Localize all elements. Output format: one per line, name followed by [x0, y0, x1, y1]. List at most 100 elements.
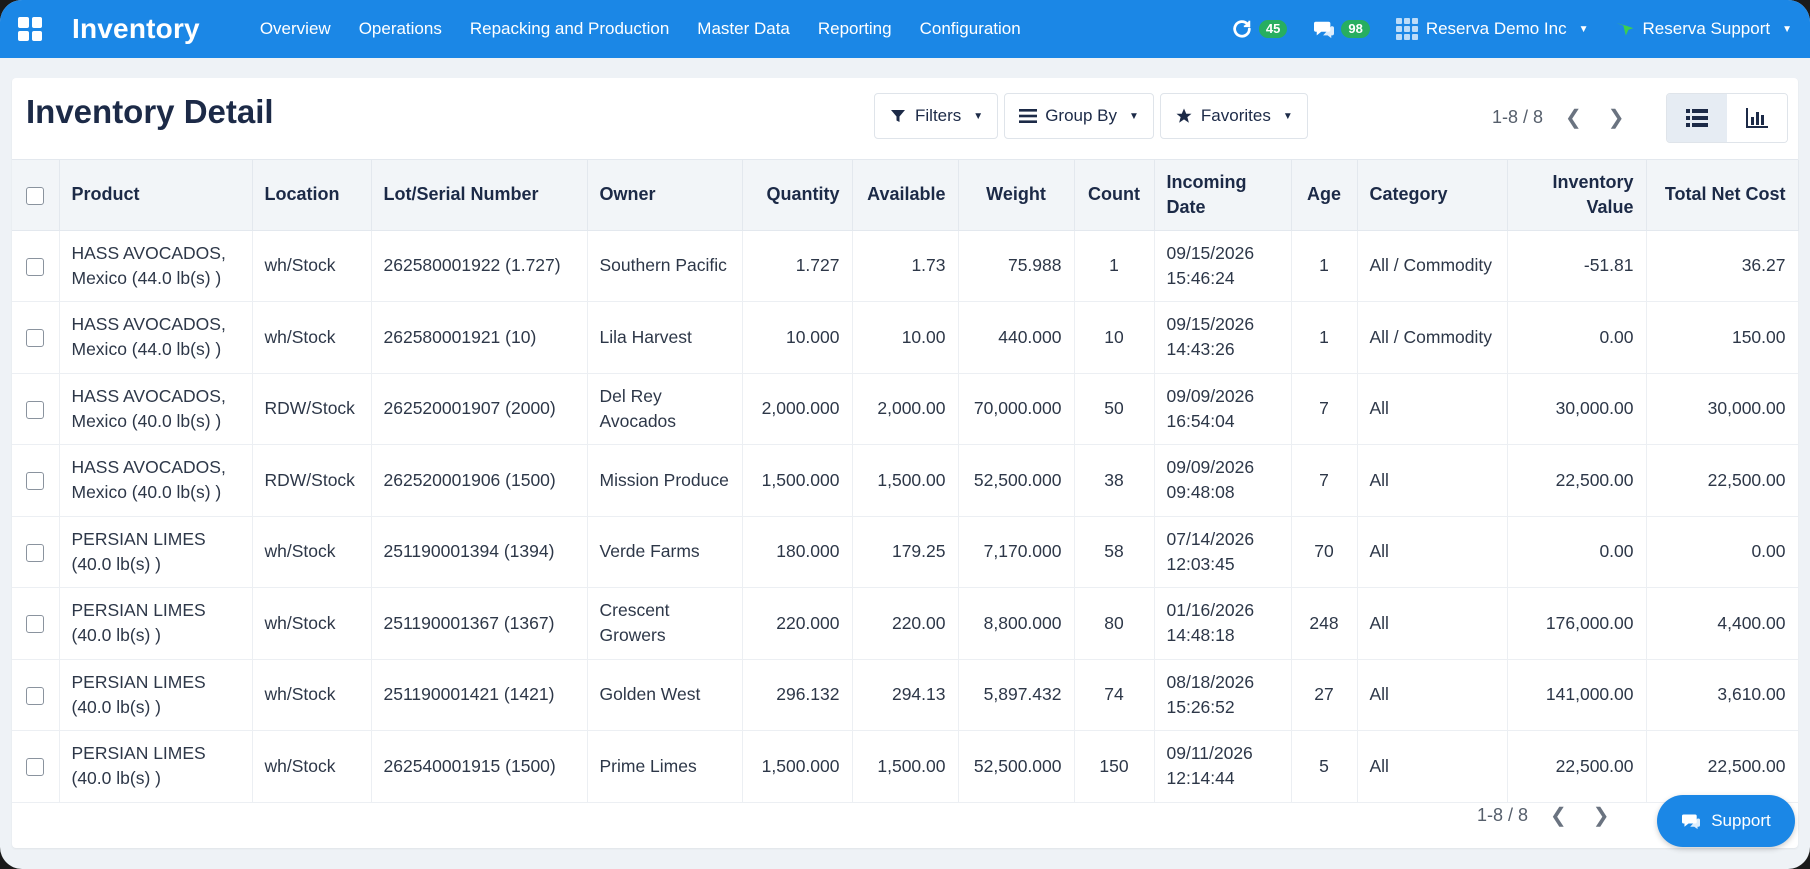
- cell-inv-value: -51.81: [1507, 230, 1647, 302]
- cell-owner: Golden West: [587, 659, 743, 731]
- row-select-cell: [12, 516, 60, 588]
- row-select-cell: [12, 373, 60, 445]
- chevron-down-icon: ▼: [1282, 110, 1293, 122]
- col-header[interactable]: Product: [59, 160, 253, 231]
- cell-category: All / Commodity: [1357, 230, 1508, 302]
- cell-date: 09/11/2026 12:14:44: [1154, 730, 1292, 803]
- pager-next-icon[interactable]: ❯: [1607, 107, 1625, 129]
- activity-badge: 45: [1258, 20, 1288, 38]
- row-checkbox[interactable]: [26, 472, 45, 491]
- cell-product: PERSIAN LIMES (40.0 lb(s) ): [59, 730, 253, 803]
- cell-lot: 251190001367 (1367): [371, 587, 588, 660]
- cell-net-cost: 30,000.00: [1646, 373, 1799, 445]
- row-checkbox[interactable]: [26, 758, 45, 777]
- col-header[interactable]: Inventory Value: [1507, 160, 1647, 231]
- row-checkbox[interactable]: [26, 615, 45, 634]
- pager-value[interactable]: 1-8 / 8: [1477, 805, 1529, 825]
- col-header[interactable]: Count: [1074, 160, 1155, 231]
- cell-product: HASS AVOCADOS, Mexico (40.0 lb(s) ): [59, 373, 253, 445]
- col-header[interactable]: Owner: [587, 160, 743, 231]
- cell-date: 07/14/2026 12:03:45: [1154, 516, 1292, 588]
- table-row[interactable]: PERSIAN LIMES (40.0 lb(s) ) wh/Stock 25119…: [12, 516, 1799, 588]
- table-row[interactable]: PERSIAN LIMES (40.0 lb(s) ) wh/Stock 25119…: [12, 587, 1799, 660]
- main-menu: Overview Operations Repacking and Producti…: [246, 19, 1035, 39]
- table-row[interactable]: HASS AVOCADOS, Mexico (40.0 lb(s) ) RDW/S…: [12, 444, 1799, 517]
- company-switcher[interactable]: Reserva Demo Inc ▼: [1395, 18, 1589, 40]
- pager-previous-icon[interactable]: ❮: [1565, 107, 1582, 129]
- table-row[interactable]: PERSIAN LIMES (40.0 lb(s) ) wh/Stock 26254…: [12, 730, 1799, 803]
- support-button[interactable]: Support: [1657, 795, 1795, 847]
- col-header[interactable]: Available: [852, 160, 959, 231]
- row-checkbox[interactable]: [26, 400, 45, 419]
- filter-icon: [889, 107, 907, 125]
- pager-value[interactable]: 1-8 / 8: [1492, 107, 1544, 127]
- cell-category: All: [1357, 444, 1508, 517]
- table-row[interactable]: HASS AVOCADOS, Mexico (44.0 lb(s) ) wh/St…: [12, 230, 1799, 302]
- cell-quantity: 180.000: [742, 516, 853, 588]
- cell-available: 1,500.00: [852, 730, 959, 803]
- pager-next-icon[interactable]: ❯: [1592, 805, 1610, 827]
- activity-button[interactable]: 45: [1231, 18, 1288, 40]
- row-checkbox[interactable]: [26, 329, 45, 348]
- refresh-icon: [1233, 20, 1251, 38]
- graph-view-button[interactable]: [1727, 94, 1787, 142]
- top-navbar: Inventory Overview Operations Repacking an…: [0, 0, 1810, 58]
- table-row[interactable]: HASS AVOCADOS, Mexico (44.0 lb(s) ) wh/St…: [12, 301, 1799, 374]
- cell-owner: Prime Limes: [587, 730, 743, 803]
- favorites-button[interactable]: Favorites ▼: [1159, 93, 1308, 139]
- table-row[interactable]: PERSIAN LIMES (40.0 lb(s) ) wh/Stock 25119…: [12, 659, 1799, 731]
- cell-quantity: 10.000: [742, 301, 853, 374]
- list-view-button[interactable]: [1667, 94, 1727, 142]
- row-checkbox[interactable]: [26, 257, 45, 276]
- messages-button[interactable]: 98: [1313, 19, 1370, 39]
- row-select-cell: [12, 730, 60, 803]
- table-footer: 1-8 / 8 ❮ ❯: [12, 783, 1798, 843]
- user-name: Reserva Support: [1642, 19, 1771, 38]
- menu-item[interactable]: Repacking and Production: [469, 19, 670, 38]
- cell-weight: 7,170.000: [958, 516, 1075, 588]
- cell-age: 5: [1291, 730, 1358, 803]
- row-checkbox[interactable]: [26, 686, 45, 705]
- col-header[interactable]: Total Net Cost: [1646, 160, 1799, 231]
- col-header[interactable]: Lot/Serial Number: [371, 160, 588, 231]
- menu-item[interactable]: Reporting: [817, 19, 892, 38]
- cell-available: 294.13: [852, 659, 959, 731]
- cell-date: 09/09/2026 09:48:08: [1154, 444, 1292, 517]
- star-icon: [1175, 107, 1193, 125]
- col-header[interactable]: Age: [1291, 160, 1358, 231]
- pager-previous-icon[interactable]: ❮: [1550, 805, 1567, 827]
- filters-button[interactable]: Filters ▼: [874, 93, 999, 139]
- cell-category: All: [1357, 373, 1508, 445]
- cell-lot: 262540001915 (1500): [371, 730, 588, 803]
- col-header[interactable]: Location: [252, 160, 372, 231]
- user-menu[interactable]: Reserva Support ▼: [1615, 19, 1792, 39]
- menu-item[interactable]: Operations: [358, 19, 442, 38]
- row-select-cell: [12, 301, 60, 374]
- chevron-down-icon: ▼: [973, 110, 984, 122]
- row-select-cell: [12, 659, 60, 731]
- cell-count: 150: [1074, 730, 1155, 803]
- apps-grid-icon[interactable]: [18, 17, 42, 41]
- cell-product: PERSIAN LIMES (40.0 lb(s) ): [59, 659, 253, 731]
- groupby-button[interactable]: Group By ▼: [1004, 93, 1154, 139]
- cell-category: All: [1357, 516, 1508, 588]
- cell-owner: Verde Farms: [587, 516, 743, 588]
- col-header[interactable]: Weight: [958, 160, 1075, 231]
- filters-label: Filters: [915, 106, 962, 125]
- table-row[interactable]: HASS AVOCADOS, Mexico (40.0 lb(s) ) RDW/S…: [12, 373, 1799, 445]
- menu-item[interactable]: Overview: [259, 19, 331, 38]
- cell-location: wh/Stock: [252, 730, 372, 803]
- select-all-checkbox[interactable]: [26, 186, 45, 205]
- col-header[interactable]: Quantity: [742, 160, 853, 231]
- col-header[interactable]: Category: [1357, 160, 1508, 231]
- row-checkbox[interactable]: [26, 543, 45, 562]
- cell-lot: 262520001907 (2000): [371, 373, 588, 445]
- cell-weight: 8,800.000: [958, 587, 1075, 660]
- cell-net-cost: 0.00: [1646, 516, 1799, 588]
- app-brand[interactable]: Inventory: [72, 13, 200, 44]
- menu-item[interactable]: Master Data: [697, 19, 790, 38]
- menu-item[interactable]: Configuration: [919, 19, 1021, 38]
- col-header[interactable]: Incoming Date: [1154, 160, 1292, 231]
- cell-count: 10: [1074, 301, 1155, 374]
- cell-category: All: [1357, 659, 1508, 731]
